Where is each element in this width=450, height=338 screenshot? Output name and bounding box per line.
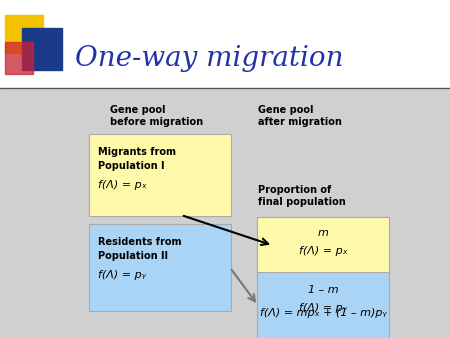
Text: m: m [318, 228, 328, 238]
FancyBboxPatch shape [89, 224, 231, 311]
Text: Population II: Population II [98, 251, 168, 261]
Text: f(Λ) = pₓ: f(Λ) = pₓ [98, 180, 147, 190]
FancyBboxPatch shape [257, 272, 389, 338]
Bar [5, 42, 33, 74]
Text: Residents from: Residents from [98, 237, 181, 247]
Bar [22, 28, 62, 70]
FancyBboxPatch shape [89, 134, 231, 216]
Text: f(Λ) = pₓ: f(Λ) = pₓ [299, 246, 347, 256]
Text: 1 – m: 1 – m [308, 285, 338, 295]
Text: Population I: Population I [98, 161, 165, 171]
Text: Proportion of
final population: Proportion of final population [258, 185, 346, 207]
Text: Migrants from: Migrants from [98, 147, 176, 157]
Text: Gene pool
after migration: Gene pool after migration [258, 105, 342, 127]
Bar [5, 15, 43, 53]
Text: f(Λ) = pᵧ: f(Λ) = pᵧ [299, 303, 347, 313]
Bar [0, 0, 450, 88]
Text: One-way migration: One-way migration [75, 45, 343, 72]
Bar [0, 88, 450, 338]
Text: f(Λ) = mpₓ + (1 – m)pᵧ: f(Λ) = mpₓ + (1 – m)pᵧ [260, 308, 386, 318]
FancyBboxPatch shape [257, 217, 389, 274]
Text: f(Λ) = pᵧ: f(Λ) = pᵧ [98, 270, 146, 280]
Text: Gene pool
before migration: Gene pool before migration [110, 105, 203, 127]
